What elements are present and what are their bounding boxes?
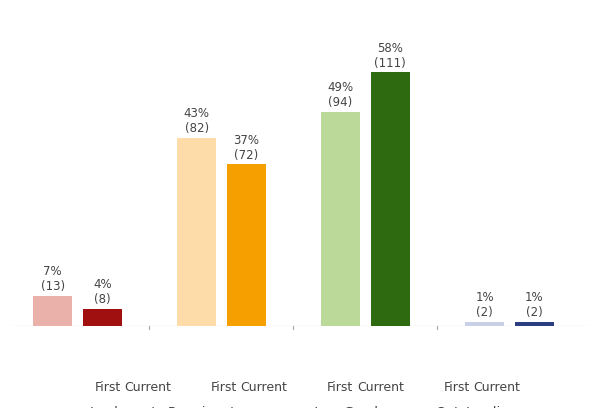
Text: First: First (211, 381, 237, 395)
Text: 37%
(72): 37% (72) (233, 134, 259, 162)
Text: 58%
(111): 58% (111) (374, 42, 406, 70)
Text: Current: Current (357, 381, 404, 395)
Text: Good: Good (343, 406, 378, 408)
Text: Requires Improvement: Requires Improvement (168, 406, 320, 408)
Text: 1%
(2): 1% (2) (475, 291, 494, 319)
Bar (321, 112, 360, 326)
Bar (83, 309, 122, 326)
Bar (515, 322, 554, 326)
Bar (33, 296, 72, 326)
Text: 1%
(2): 1% (2) (525, 291, 544, 319)
Text: 49%
(94): 49% (94) (328, 81, 353, 109)
Text: 7%
(13): 7% (13) (41, 265, 65, 293)
Text: Current: Current (124, 381, 172, 395)
Text: Outstanding: Outstanding (436, 406, 518, 408)
Text: Current: Current (241, 381, 287, 395)
Text: Inadequate: Inadequate (90, 406, 166, 408)
Text: First: First (95, 381, 121, 395)
Bar (371, 72, 410, 326)
Bar (227, 164, 266, 326)
Text: Current: Current (473, 381, 520, 395)
Text: 43%
(82): 43% (82) (184, 107, 209, 135)
Text: First: First (443, 381, 470, 395)
Bar (177, 138, 216, 326)
Text: 4%
(8): 4% (8) (93, 278, 112, 306)
Bar (465, 322, 504, 326)
Text: First: First (327, 381, 353, 395)
